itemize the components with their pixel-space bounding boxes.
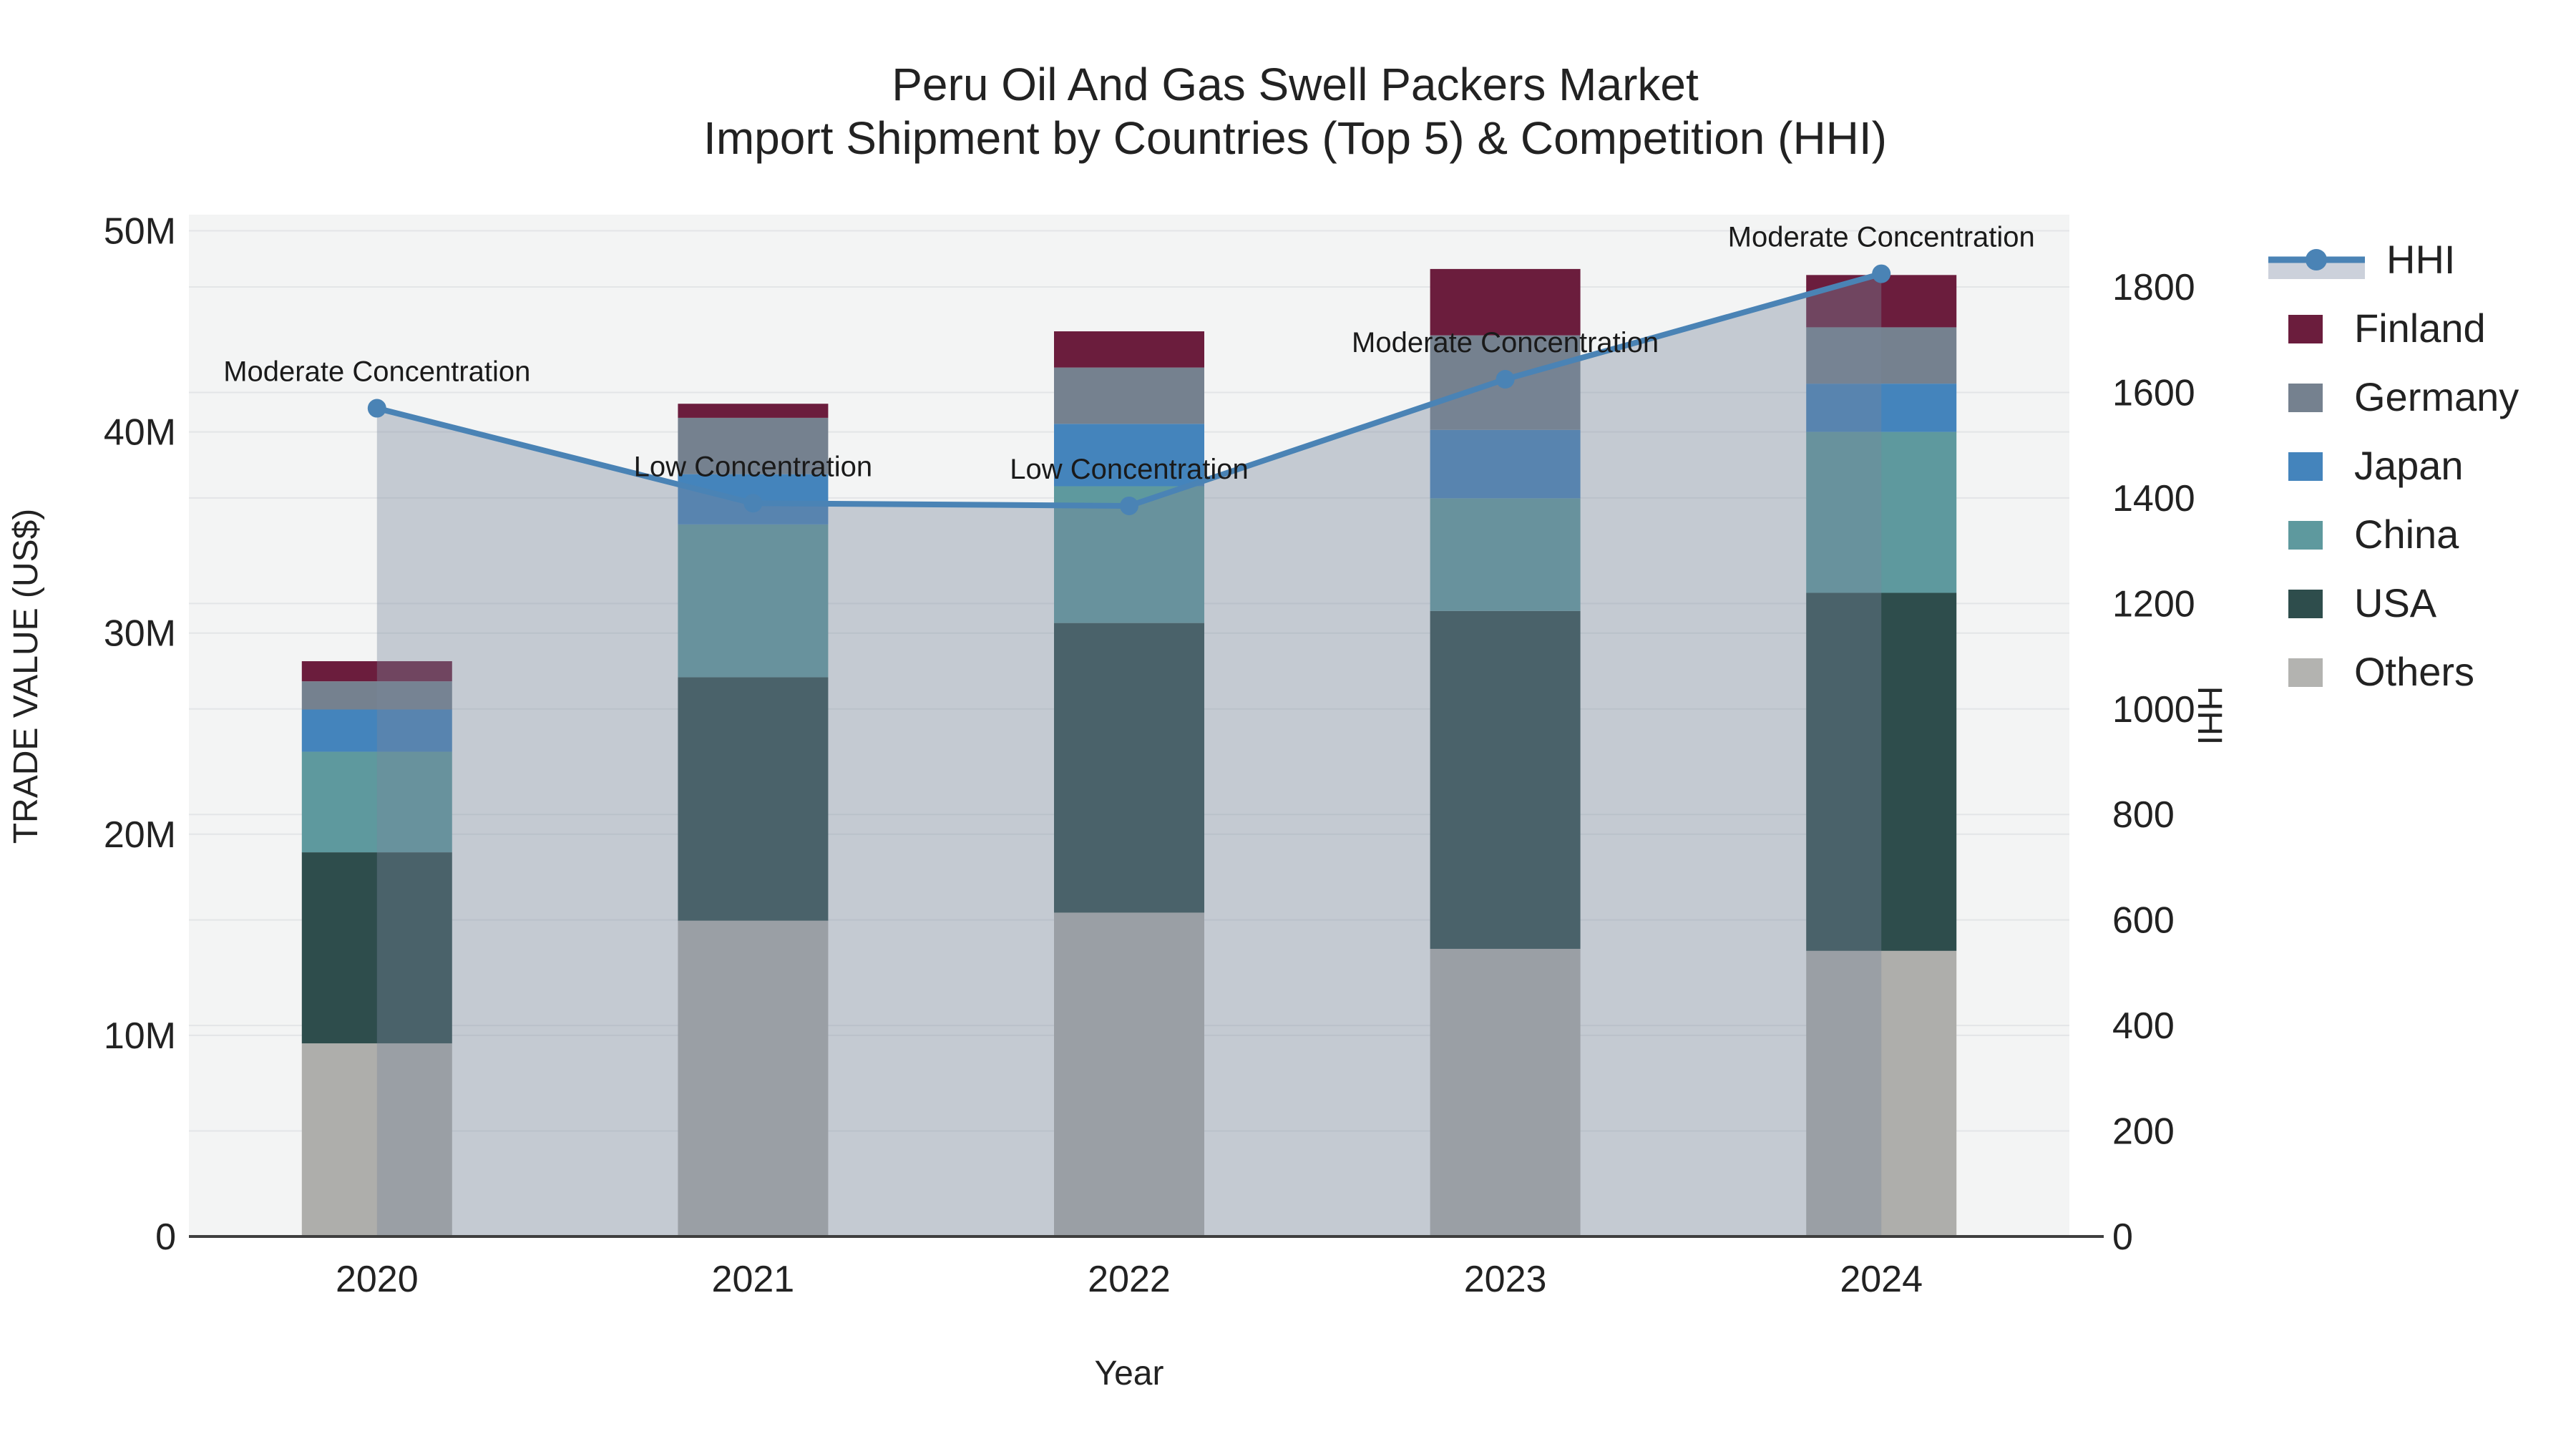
axis-layer: 0 10M 20M 30M 40M 50M 0 200 400 600 800 1000 1200 140… <box>104 210 2195 1300</box>
bar-segment-germany-2021 <box>678 417 829 474</box>
legend-label-japan: Japan <box>2354 443 2464 488</box>
bar-segment-finland-2021 <box>678 404 829 418</box>
bar-segment-china-2024 <box>1806 431 1957 593</box>
legend-swatch-germany <box>2288 384 2323 412</box>
bar-segment-germany-2020 <box>301 681 452 710</box>
bar-segment-finland-2020 <box>301 661 452 682</box>
legend-swatch-others <box>2288 658 2323 687</box>
y-right-tick-1600: 1600 <box>2112 372 2195 414</box>
y-right-tick-200: 200 <box>2112 1111 2175 1153</box>
legend: HHI Finland Germany Japan China USA Others <box>2268 237 2519 694</box>
annotation-2021: Low Concentration <box>634 451 873 482</box>
bar-segment-usa-2024 <box>1806 592 1957 951</box>
annotation-2022: Low Concentration <box>1010 454 1249 485</box>
hhi-marker-2024 <box>1872 264 1891 283</box>
legend-item-finland[interactable]: Finland <box>2288 306 2486 351</box>
y-right-tick-1800: 1800 <box>2112 267 2195 308</box>
bar-segment-finland-2022 <box>1054 331 1204 368</box>
y-right-tick-400: 400 <box>2112 1005 2175 1047</box>
legend-label-others: Others <box>2354 649 2474 694</box>
legend-swatch-finland <box>2288 315 2323 343</box>
bars-layer <box>301 268 1957 1236</box>
bar-segment-others-2023 <box>1430 949 1581 1236</box>
bar-segment-japan-2020 <box>301 709 452 752</box>
bar-segment-others-2020 <box>301 1043 452 1236</box>
x-tick-2020: 2020 <box>336 1259 419 1300</box>
chart-title-line1: Peru Oil And Gas Swell Packers Market <box>892 59 1699 110</box>
annotation-2023: Moderate Concentration <box>1352 327 1659 358</box>
legend-swatch-china <box>2288 521 2323 550</box>
bar-segment-usa-2020 <box>301 852 452 1044</box>
bar-segment-china-2023 <box>1430 498 1581 611</box>
legend-hhi-marker-icon <box>2306 249 2327 270</box>
chart-title-line2: Import Shipment by Countries (Top 5) & C… <box>703 112 1887 164</box>
bar-segment-japan-2023 <box>1430 429 1581 499</box>
annotation-2024: Moderate Concentration <box>1728 222 2035 253</box>
legend-label-usa: USA <box>2354 580 2437 625</box>
legend-item-japan[interactable]: Japan <box>2288 443 2464 488</box>
bar-segment-japan-2024 <box>1806 384 1957 432</box>
hhi-marker-2022 <box>1120 496 1138 515</box>
legend-item-germany[interactable]: Germany <box>2288 374 2519 419</box>
legend-swatch-japan <box>2288 452 2323 481</box>
y-right-tick-800: 800 <box>2112 794 2175 836</box>
y-right-tick-1000: 1000 <box>2112 689 2195 731</box>
legend-item-others[interactable]: Others <box>2288 649 2474 694</box>
legend-label-hhi: HHI <box>2386 237 2455 282</box>
bar-segment-others-2021 <box>678 920 829 1236</box>
bar-segment-usa-2022 <box>1054 623 1204 913</box>
x-tick-2024: 2024 <box>1840 1259 1923 1300</box>
bar-segment-germany-2024 <box>1806 327 1957 384</box>
hhi-marker-2021 <box>743 494 763 513</box>
legend-item-china[interactable]: China <box>2288 512 2459 557</box>
legend-item-hhi[interactable]: HHI <box>2268 237 2455 282</box>
y-right-tick-1200: 1200 <box>2112 583 2195 625</box>
y-left-tick-30: 30M <box>104 613 176 655</box>
y-left-tick-10: 10M <box>104 1015 176 1057</box>
hhi-line-layer <box>367 264 1891 515</box>
bar-segment-finland-2023 <box>1430 268 1581 336</box>
bar-segment-china-2021 <box>678 524 829 678</box>
bar-segment-others-2022 <box>1054 912 1204 1236</box>
hhi-area-layer <box>376 273 1882 1237</box>
y-right-tick-1400: 1400 <box>2112 478 2195 519</box>
y-right-tick-0: 0 <box>2112 1216 2133 1258</box>
bar-segment-japan-2022 <box>1054 424 1204 487</box>
x-tick-2021: 2021 <box>712 1259 795 1300</box>
legend-swatch-usa <box>2288 590 2323 618</box>
y-left-tick-20: 20M <box>104 814 176 856</box>
annotation-layer: Moderate Concentration Low Concentration L… <box>223 222 2035 485</box>
legend-label-germany: Germany <box>2354 374 2519 419</box>
x-axis-title: Year <box>1095 1355 1164 1392</box>
y-left-tick-0: 0 <box>155 1216 176 1258</box>
y-left-tick-50: 50M <box>104 210 176 252</box>
y-left-tick-40: 40M <box>104 412 176 454</box>
annotation-2020: Moderate Concentration <box>223 356 530 388</box>
bar-segment-usa-2023 <box>1430 610 1581 950</box>
hhi-marker-2023 <box>1496 370 1515 389</box>
bar-segment-usa-2021 <box>678 677 829 921</box>
bar-segment-finland-2024 <box>1806 275 1957 328</box>
x-tick-2022: 2022 <box>1088 1259 1171 1300</box>
bar-segment-germany-2022 <box>1054 367 1204 424</box>
legend-label-china: China <box>2354 512 2459 557</box>
legend-item-usa[interactable]: USA <box>2288 580 2437 625</box>
bar-segment-others-2024 <box>1806 950 1957 1236</box>
legend-label-finland: Finland <box>2354 306 2486 351</box>
y-right-tick-600: 600 <box>2112 900 2175 942</box>
y-axis-left-title: TRADE VALUE (US$) <box>7 509 45 844</box>
hhi-area-fill <box>376 273 1882 1237</box>
hhi-marker-2020 <box>367 399 386 418</box>
bar-segment-china-2020 <box>301 751 452 853</box>
y-axis-right-title: HHI <box>2190 686 2228 746</box>
x-tick-2023: 2023 <box>1464 1259 1547 1300</box>
